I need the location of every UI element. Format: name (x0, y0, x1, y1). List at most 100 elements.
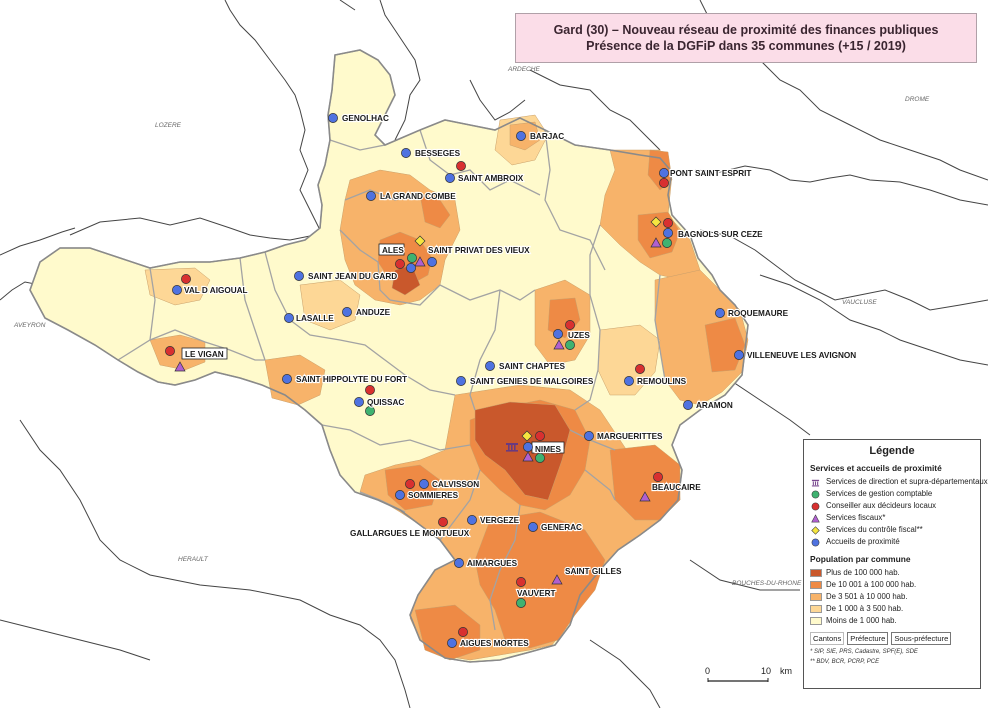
legend-pop-5: Moins de 1 000 hab. (804, 615, 980, 627)
besseges-blue-circle-icon (401, 148, 411, 158)
commune-label-beaucaire: BEAUCAIRE (652, 483, 701, 492)
le-vigan-red-circle-icon (165, 346, 175, 356)
remoulins-red-circle-icon (635, 364, 645, 374)
legend-pop-1: Plus de 100 000 hab. (804, 567, 980, 579)
neighbor-labels: ARDECHE LOZERE DROME AVEYRON VAUCLUSE HE… (13, 66, 930, 587)
generac-blue-circle-icon (528, 522, 538, 532)
commune-label-saint-gilles: SAINT GILLES (565, 567, 622, 576)
swatch-pop-4 (810, 605, 822, 613)
legend-pop-label-2: De 10 001 à 100 000 hab. (826, 580, 917, 589)
legend-pop-2: De 10 001 à 100 000 hab. (804, 579, 980, 591)
saint-genies-de-malgoires-blue-circle-icon (456, 376, 466, 386)
commune-label-uzes: UZES (568, 331, 590, 340)
bagnols-sur-ceze-blue-circle-icon (663, 228, 673, 238)
legend-label-accueil: Accueils de proximité (826, 537, 900, 546)
legend-pop-label-3: De 3 501 à 10 000 hab. (826, 592, 908, 601)
commune-label-le-vigan: LE VIGAN (185, 350, 224, 359)
legend-note-1: * SIP, SIE, PRS, Cadastre, SPF(E), SDE (810, 649, 918, 655)
legend-note-2: ** BDV, BCR, PCRP, PCE (810, 659, 880, 665)
saint-chaptes-blue-circle-icon (485, 361, 495, 371)
saint-jean-du-gard-blue-circle-icon (294, 271, 304, 281)
swatch-pop-1 (810, 569, 822, 577)
aigues-mortes-red-circle-icon (458, 627, 468, 637)
villeneuve-les-avignon-blue-circle-icon (734, 350, 744, 360)
ales-triangle-icon (414, 256, 426, 267)
commune-label-quissac: QUISSAC (367, 398, 404, 407)
bagnols-sur-ceze-green-circle-icon (662, 238, 672, 248)
sous-prefecture-box-le-vigan (181, 347, 228, 360)
commune-label-aimargues: AIMARGUES (467, 559, 518, 568)
legend-box-prefecture: Préfecture (847, 632, 889, 645)
commune-label-saint-jean-du-gard: SAINT JEAN DU GARD (308, 272, 397, 281)
pont-saint-esprit-blue-circle-icon (659, 168, 669, 178)
neighbor-label-drome: DROME (905, 96, 930, 103)
commune-label-gallargues-le-montueux: GALLARGUES LE MONTUEUX (350, 529, 470, 538)
swatch-pop-2 (810, 581, 822, 589)
neighbor-label-lozere: LOZERE (155, 122, 182, 129)
uzes-blue-circle-icon (553, 329, 563, 339)
commune-label-vauvert: VAUVERT (517, 589, 556, 598)
commune-label-barjac: BARJAC (530, 132, 564, 141)
purple-triangle-icon (811, 514, 820, 523)
barjac-blue-circle-icon (516, 131, 526, 141)
scale-bar-graphic (707, 678, 769, 682)
roquemaure-blue-circle-icon (715, 308, 725, 318)
swatch-pop-3 (810, 593, 822, 601)
quissac-blue-circle-icon (354, 397, 364, 407)
legend-title: Légende (869, 445, 915, 457)
commune-label-ales: ALES (382, 246, 404, 255)
val-d-aigoual-blue-circle-icon (172, 285, 182, 295)
legend-pop-label-1: Plus de 100 000 hab. (826, 568, 900, 577)
gallargues-le-montueux-red-circle-icon (438, 517, 448, 527)
marguerittes-blue-circle-icon (584, 431, 594, 441)
legend-box-sous-prefecture: Sous-préfecture (891, 632, 952, 645)
legend-label-gestion: Services de gestion comptable (826, 489, 933, 498)
legend-label-fiscaux: Services fiscaux* (826, 513, 886, 522)
nimes-green-circle-icon (535, 453, 545, 463)
le-vigan-triangle-icon (174, 361, 186, 372)
commune-label-bagnols-sur-ceze: BAGNOLS SUR CEZE (678, 230, 763, 239)
nimes-red-circle-icon (535, 431, 545, 441)
map-title-line1: Gard (30) – Nouveau réseau de proximité … (553, 23, 939, 37)
population-zones (144, 114, 749, 661)
nimes-triangle-icon (522, 451, 534, 462)
sommieres-blue-circle-icon (395, 490, 405, 500)
legend-item-gestion: Services de gestion comptable (804, 488, 980, 500)
saint-ambroix-red-circle-icon (456, 161, 466, 171)
seat-boxes (181, 243, 565, 454)
legend-services-title: Services et accueils de proximité (810, 463, 942, 473)
commune-label-saint-privat-des-vieux: SAINT PRIVAT DES VIEUX (428, 246, 530, 255)
scale-unit: km (780, 666, 792, 676)
aimargues-blue-circle-icon (454, 558, 464, 568)
legend-item-conseiller: Conseiller aux décideurs locaux (804, 500, 980, 512)
legend-item-accueil: Accueils de proximité (804, 536, 980, 548)
bagnols-sur-ceze-triangle-icon (650, 237, 662, 248)
uzes-red-circle-icon (565, 320, 575, 330)
remoulins-blue-circle-icon (624, 376, 634, 386)
yellow-diamond-icon (811, 526, 820, 535)
legend-pop-4: De 1 000 à 3 500 hab. (804, 603, 980, 615)
scale-start: 0 (705, 666, 711, 676)
beaucaire-red-circle-icon (653, 472, 663, 482)
commune-label-pont-saint-esprit: PONT SAINT ESPRIT (670, 169, 751, 178)
saint-gilles-triangle-icon (551, 574, 563, 585)
ales-green-circle-icon (407, 253, 417, 263)
legend-boxes: Cantons Préfecture Sous-préfecture (810, 632, 980, 645)
legend-label-conseiller: Conseiller aux décideurs locaux (826, 501, 937, 510)
vauvert-red-circle-icon (516, 577, 526, 587)
commune-label-val-d-aigoual: VAL D AIGOUAL (184, 286, 248, 295)
neighbor-label-bouches-du-rhone: BOUCHES-DU-RHONE (732, 580, 802, 587)
saint-hippolyte-du-fort-blue-circle-icon (282, 374, 292, 384)
scale-bar: 0 10 km (700, 666, 800, 686)
commune-label-saint-genies-de-malgoires: SAINT GENIES DE MALGOIRES (470, 377, 594, 386)
nimes-building-icon (506, 443, 518, 452)
commune-label-generac: GENERAC (541, 523, 582, 532)
vauvert-green-circle-icon (516, 598, 526, 608)
gard-outline (29, 49, 749, 663)
uzes-green-circle-icon (565, 340, 575, 350)
neighbor-label-aveyron: AVEYRON (13, 322, 46, 329)
red-circle-icon (811, 502, 820, 511)
nimes-diamond-icon (521, 430, 533, 442)
legend-label-direction: Services de direction et supra-départeme… (826, 477, 988, 486)
